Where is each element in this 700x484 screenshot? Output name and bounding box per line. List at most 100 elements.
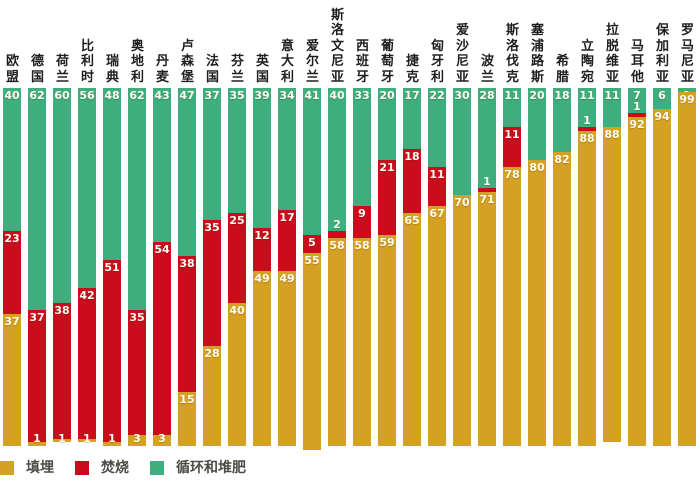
bar-column: 比利时 56 42 1: [75, 0, 100, 484]
category-label: 马耳他: [630, 38, 644, 85]
segment-recycling-composting: [278, 88, 296, 210]
bar-column: 波兰 28 1 71: [475, 0, 500, 484]
category-label: 奥地利: [130, 38, 144, 85]
segment-landfill: [403, 213, 421, 446]
segment-recycling-composting: [53, 88, 71, 303]
category-label: 芬兰: [230, 54, 244, 85]
segment-recycling-composting: [428, 88, 446, 167]
segment-landfill: [478, 191, 496, 446]
segment-incineration: [103, 259, 121, 443]
legend-label-landfill: 填埋: [26, 460, 54, 476]
bar-column: 爱沙尼亚 30 70: [450, 0, 475, 484]
value-label: 1: [83, 432, 91, 445]
segment-recycling-composting: [478, 88, 496, 189]
category-label: 斯洛文尼亚: [330, 7, 344, 85]
value-label: 3: [158, 432, 166, 445]
value-label: 99: [679, 92, 695, 106]
segment-recycling-composting: [303, 88, 321, 235]
segment-incineration: [3, 231, 21, 314]
segment-landfill: [228, 302, 246, 446]
segment-recycling-composting: [503, 88, 521, 128]
value-label: 70: [454, 196, 470, 210]
bar-column: 捷克 17 18 65: [400, 0, 425, 484]
value-label: 33: [354, 89, 370, 102]
category-label: 荷兰: [55, 54, 69, 85]
stacked-bar: 41 5 55: [303, 88, 321, 450]
segment-incineration: [53, 302, 71, 439]
bar-column: 爱尔兰 41 5 55: [300, 0, 325, 484]
stacked-bar: 33 9 58: [353, 88, 371, 446]
legend-label-recycling-composting: 循环和堆肥: [176, 460, 246, 476]
segment-landfill: [653, 109, 671, 446]
category-label: 保加利亚: [655, 23, 669, 85]
stacked-bar: 62 35 3: [128, 88, 146, 446]
value-label: 42: [79, 289, 95, 303]
segment-recycling-composting: [628, 88, 646, 114]
value-label: 62: [29, 89, 45, 102]
value-label: 88: [604, 128, 620, 142]
segment-incineration: [128, 309, 146, 436]
category-label: 西班牙: [355, 38, 369, 85]
value-label: 92: [629, 117, 645, 131]
stacked-bar: 17 18 65: [403, 88, 421, 446]
incineration-swatch: [75, 461, 89, 475]
category-label: 意大利: [280, 38, 294, 85]
segment-recycling-composting: [328, 88, 346, 232]
segment-landfill: [453, 195, 471, 446]
bar-column: 保加利亚 6 94: [650, 0, 675, 484]
segment-incineration: [153, 241, 171, 436]
value-label: 11: [429, 167, 445, 181]
bar-column: 德国 62 37 1: [25, 0, 50, 484]
value-label: 54: [154, 242, 170, 256]
value-label: 38: [179, 257, 195, 271]
stacked-bar: 35 25 40: [228, 88, 246, 446]
value-label: 35: [204, 221, 220, 235]
segment-incineration: [28, 309, 46, 443]
value-label: 11: [604, 89, 620, 102]
segment-recycling-composting: [653, 88, 671, 110]
value-label: 58: [354, 239, 370, 253]
value-label: 71: [479, 192, 495, 206]
stacked-bar: 62 37 1: [28, 88, 46, 446]
legend-item-recycling-composting: 循环和堆肥: [150, 461, 246, 475]
segment-incineration: [428, 166, 446, 207]
landfill-swatch: [0, 461, 14, 475]
bar-column: 罗马尼亚 199: [675, 0, 700, 484]
category-label: 爱尔兰: [305, 38, 319, 85]
value-label: 82: [554, 153, 570, 167]
segment-landfill: [278, 270, 296, 446]
bar-column: 荷兰 60 38 1: [50, 0, 75, 484]
bar-column: 希腊 18 82: [550, 0, 575, 484]
stacked-bar: 28 1 71: [478, 88, 496, 446]
value-label: 11: [504, 89, 520, 102]
segment-recycling-composting: [603, 88, 621, 128]
stacked-bar: 60 38 1: [53, 88, 71, 446]
segment-incineration: [378, 159, 396, 235]
value-label: 2: [333, 218, 341, 232]
segment-landfill: [353, 238, 371, 446]
segment-landfill: [78, 438, 96, 443]
bar-column: 丹麦 43 54 3: [150, 0, 175, 484]
segment-incineration: [178, 256, 196, 393]
value-label: 1: [58, 432, 66, 445]
stacked-bar: 56 42 1: [78, 88, 96, 446]
stacked-bar: 37 35 28: [203, 88, 221, 446]
value-label: 48: [104, 89, 120, 102]
stacked-bar: 40 23 37: [3, 88, 21, 446]
value-label: 59: [379, 235, 395, 249]
segment-recycling-composting: [578, 88, 596, 128]
stacked-bar: 34 17 49: [278, 88, 296, 446]
bar-column: 卢森堡 47 38 15: [175, 0, 200, 484]
category-label: 拉脱维亚: [605, 23, 619, 85]
bar-column: 芬兰 35 25 40: [225, 0, 250, 484]
value-label: 3: [133, 432, 141, 445]
segment-recycling-composting: [528, 88, 546, 160]
segment-recycling-composting: [178, 88, 196, 257]
segment-landfill: [378, 234, 396, 446]
value-label: 28: [479, 89, 495, 102]
segment-landfill: [128, 435, 146, 446]
value-label: 43: [154, 89, 170, 102]
value-label: 55: [304, 253, 320, 267]
value-label: 37: [204, 89, 220, 102]
